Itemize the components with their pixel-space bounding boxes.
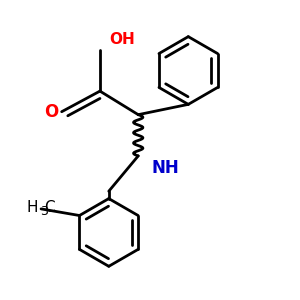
Text: 3: 3 <box>40 205 48 218</box>
Text: C: C <box>45 200 55 215</box>
Text: OH: OH <box>109 32 134 47</box>
Text: O: O <box>44 103 59 121</box>
Text: NH: NH <box>152 159 179 177</box>
Text: H: H <box>27 200 38 215</box>
